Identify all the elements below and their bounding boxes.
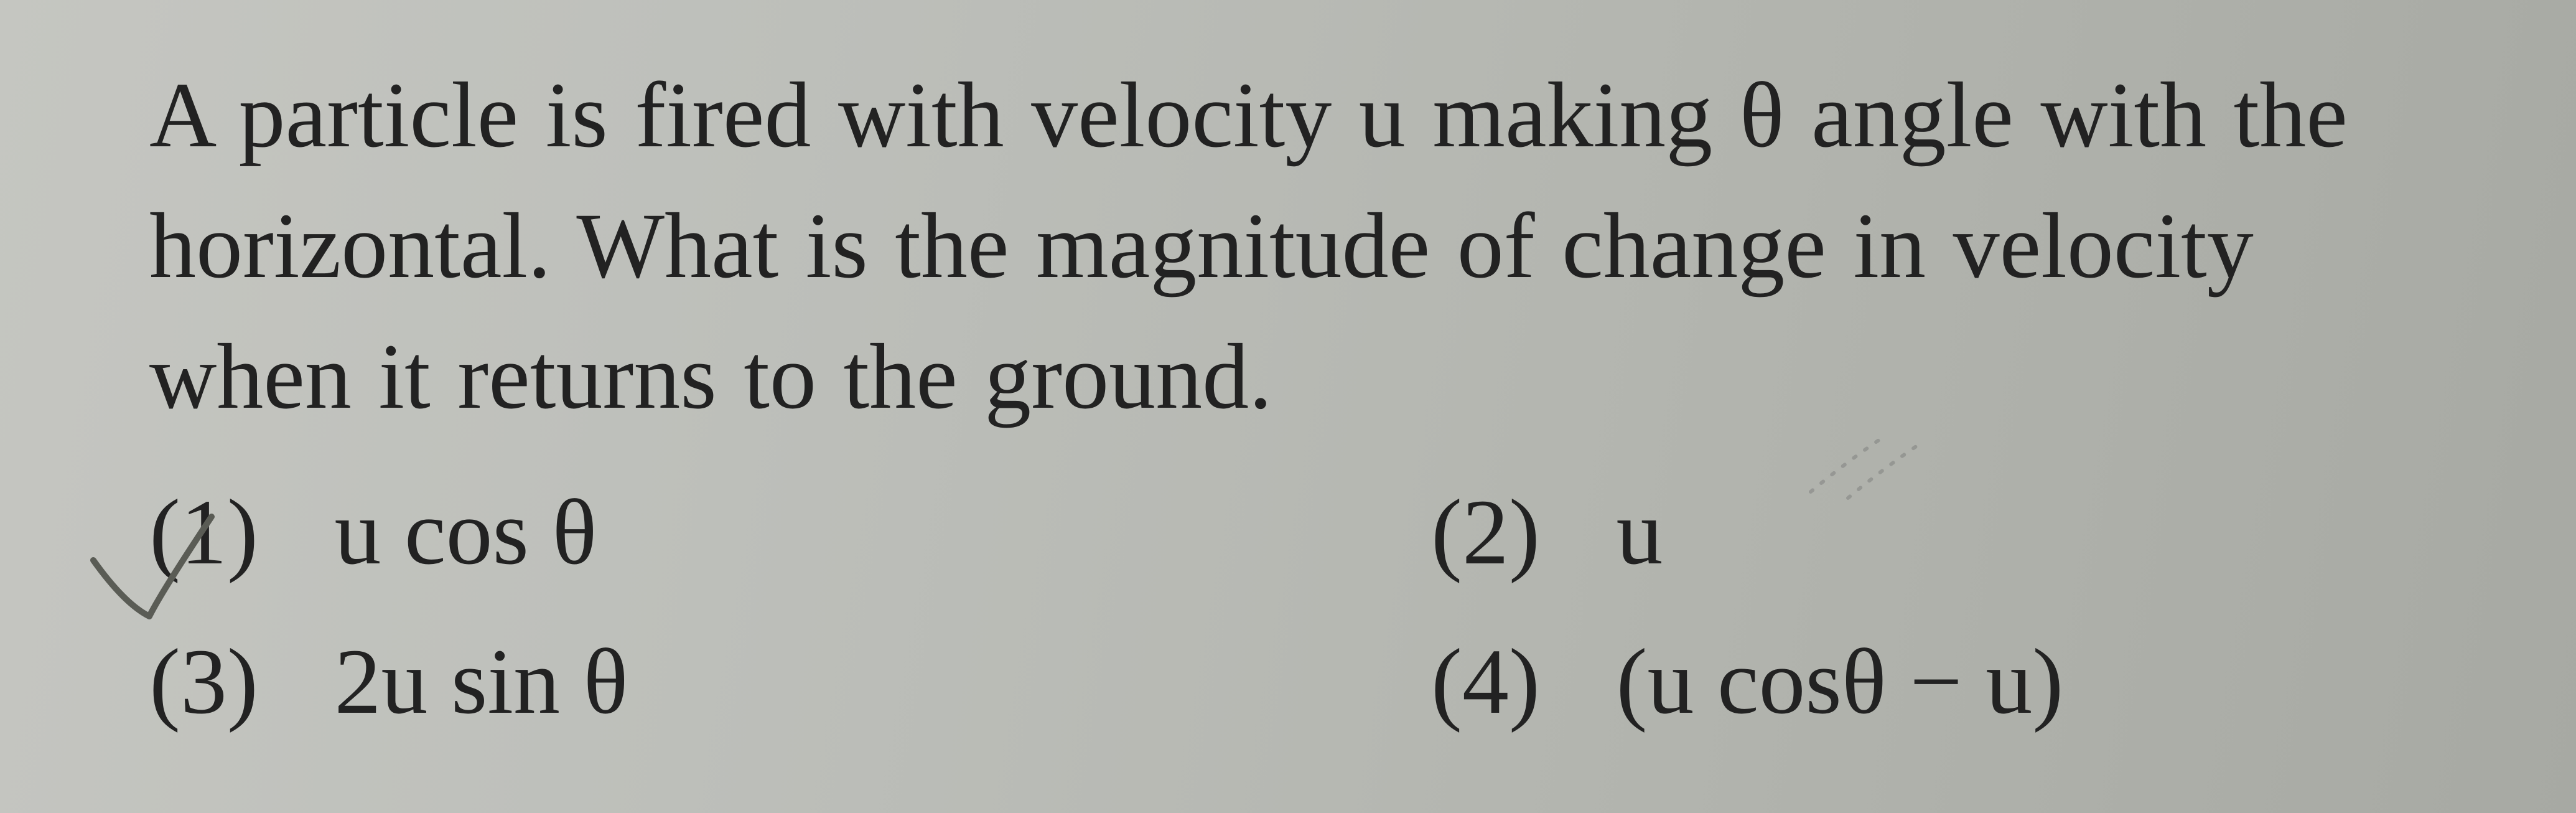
option-3-number: (3) bbox=[149, 616, 311, 747]
option-3: (3) 2u sin θ bbox=[149, 616, 1182, 747]
option-3-text: 2u sin θ bbox=[335, 630, 628, 733]
options-grid: (1) u cos θ (2) u (3) 2u sin θ (4) (u co… bbox=[149, 467, 2464, 747]
option-4-text: (u cosθ − u) bbox=[1617, 630, 2064, 733]
option-1-number: (1) bbox=[149, 467, 311, 598]
option-2: (2) u bbox=[1431, 467, 2464, 598]
option-2-number: (2) bbox=[1431, 467, 1593, 598]
option-4-number: (4) bbox=[1431, 616, 1593, 747]
option-1: (1) u cos θ bbox=[149, 467, 1182, 598]
question-text: A particle is fired with velocity u maki… bbox=[149, 50, 2452, 442]
option-4: (4) (u cosθ − u) bbox=[1431, 616, 2464, 747]
exam-question-page: A particle is fired with velocity u maki… bbox=[0, 0, 2576, 813]
option-2-text: u bbox=[1617, 481, 1663, 584]
option-1-text: u cos θ bbox=[335, 481, 597, 584]
